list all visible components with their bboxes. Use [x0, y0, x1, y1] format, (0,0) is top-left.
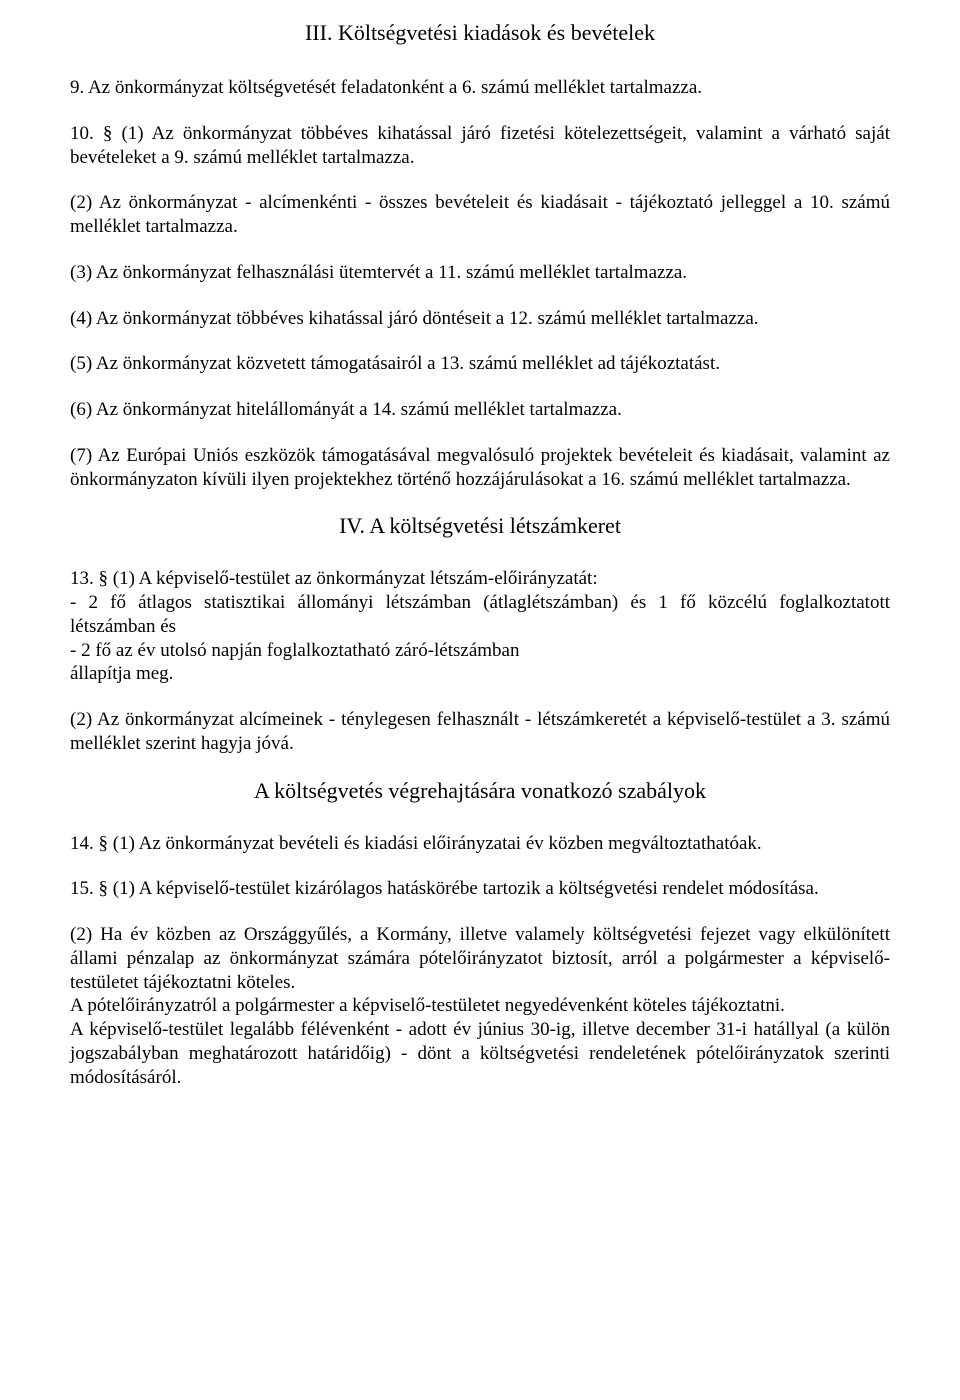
paragraph-15-2b: A pótelőirányzatról a polgármester a kép…: [70, 994, 890, 1018]
paragraph-10-1: 10. § (1) Az önkormányzat többéves kihat…: [70, 122, 890, 170]
paragraph-10-5: (5) Az önkormányzat közvetett támogatása…: [70, 352, 890, 376]
paragraph-15-2a: (2) Ha év közben az Országgyűlés, a Korm…: [70, 923, 890, 994]
section-title-rules: A költségvetés végrehajtására vonatkozó …: [70, 778, 890, 804]
paragraph-13-1a: 13. § (1) A képviselő-testület az önkorm…: [70, 567, 890, 591]
paragraph-10-7: (7) Az Európai Uniós eszközök támogatásá…: [70, 444, 890, 492]
paragraph-13-1d: állapítja meg.: [70, 662, 890, 686]
paragraph-15-2-block: (2) Ha év közben az Országgyűlés, a Korm…: [70, 923, 890, 1089]
section-title-4: IV. A költségvetési létszámkeret: [70, 513, 890, 539]
paragraph-10-2: (2) Az önkormányzat - alcímenkénti - öss…: [70, 191, 890, 239]
paragraph-10-3: (3) Az önkormányzat felhasználási ütemte…: [70, 261, 890, 285]
paragraph-13-2: (2) Az önkormányzat alcímeinek - tényleg…: [70, 708, 890, 756]
paragraph-13-1c: - 2 fő az év utolsó napján foglalkoztath…: [70, 639, 890, 663]
section-title-3: III. Költségvetési kiadások és bevételek: [70, 20, 890, 46]
paragraph-14: 14. § (1) Az önkormányzat bevételi és ki…: [70, 832, 890, 856]
paragraph-9: 9. Az önkormányzat költségvetését felada…: [70, 76, 890, 100]
paragraph-10-6: (6) Az önkormányzat hitelállományát a 14…: [70, 398, 890, 422]
paragraph-13-1-block: 13. § (1) A képviselő-testület az önkorm…: [70, 567, 890, 686]
paragraph-15-1: 15. § (1) A képviselő-testület kizárólag…: [70, 877, 890, 901]
paragraph-13-1b: - 2 fő átlagos statisztikai állományi lé…: [70, 591, 890, 639]
document-page: III. Költségvetési kiadások és bevételek…: [0, 0, 960, 1129]
paragraph-15-2c: A képviselő-testület legalább félévenkén…: [70, 1018, 890, 1089]
paragraph-10-4: (4) Az önkormányzat többéves kihatással …: [70, 307, 890, 331]
